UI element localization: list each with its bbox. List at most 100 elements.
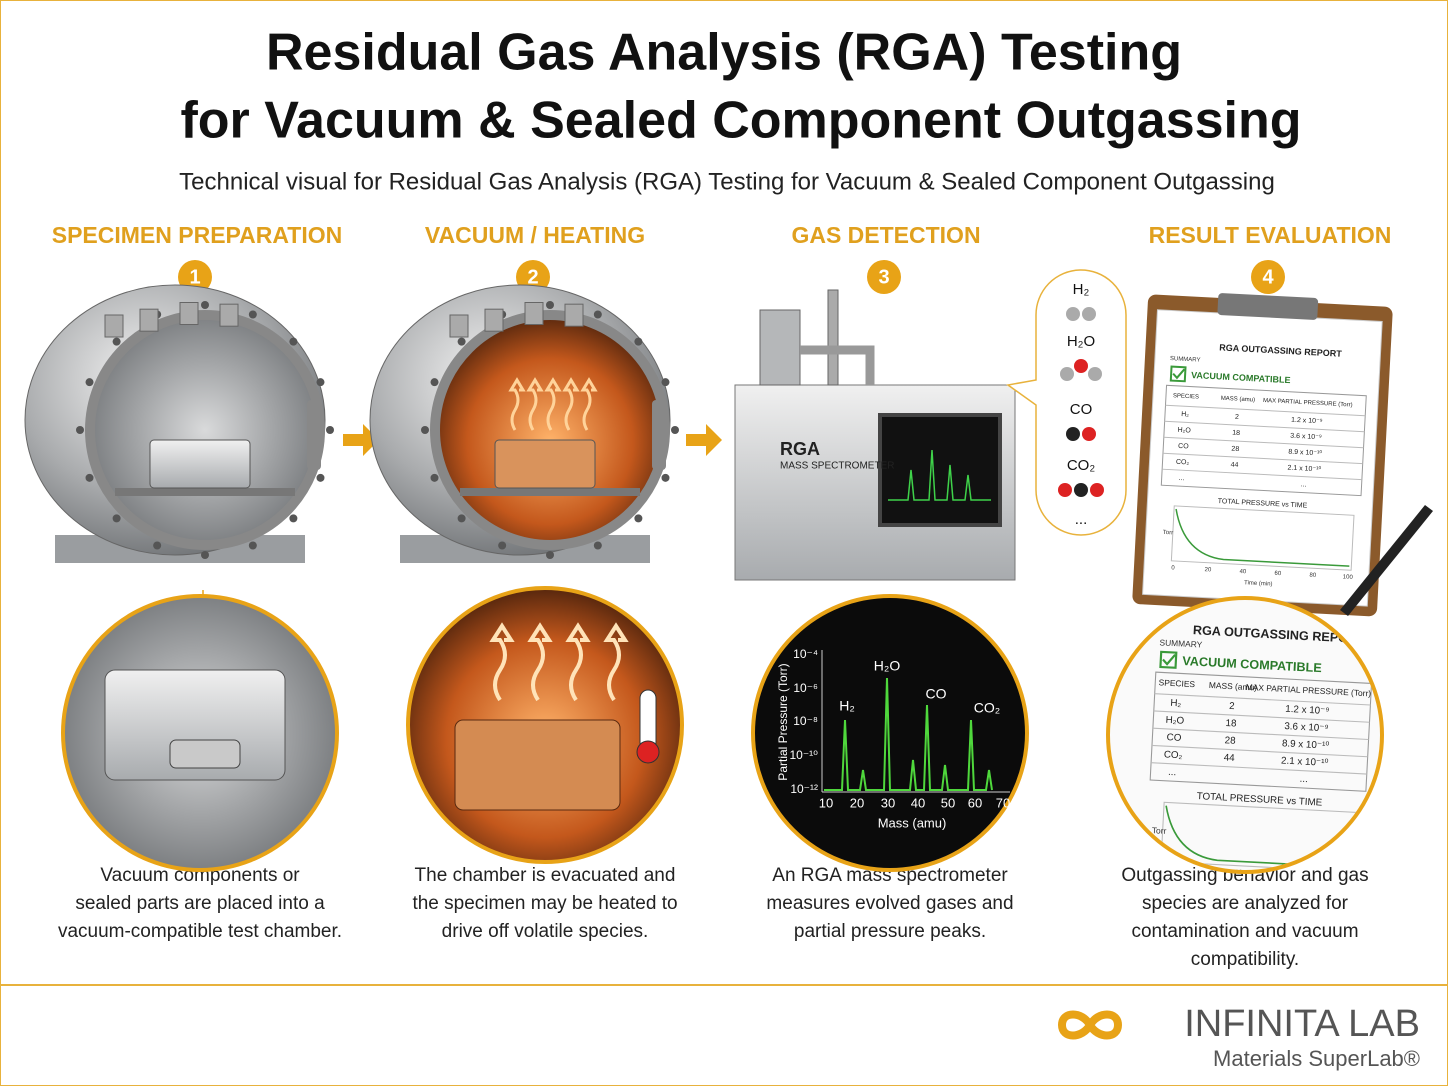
spectrum-x-tick: 40 [911,795,925,810]
bolt [546,551,554,559]
report-cell: H₂O [1165,715,1184,727]
table-rule [1152,727,1369,741]
report-cell: H₂ [1170,698,1182,710]
step-description: partial pressure peaks. [794,921,986,942]
atom [1058,483,1072,497]
spectrum-y-tick: 10⁻⁴ [793,647,818,661]
bolt [248,310,257,319]
specimen [494,439,596,489]
molecule-label: CO₂ [1067,457,1096,474]
port [179,302,199,325]
port [139,308,159,332]
report-cell: 1.2 x 10⁻⁹ [1285,704,1330,717]
vacuum-chamber [369,284,679,563]
port [484,308,504,332]
port [524,302,544,325]
report-cell: ... [1299,774,1308,785]
molecule-label: ... [1075,511,1088,528]
step-number: 2 [527,266,538,288]
step-number: 4 [1262,266,1274,288]
bolt [85,473,94,482]
report-cell: 1.2 x 10⁻⁹ [1291,417,1323,426]
plot-x-label: Time (min) [1244,580,1273,587]
report-cell: H₂O [1177,427,1191,435]
atom [1090,483,1104,497]
plot-x-tick: 0 [1171,565,1175,571]
heat-wave [580,377,598,431]
step-description: compatibility. [1191,949,1299,970]
step-title: GAS DETECTION [791,222,980,248]
report-table [1149,671,1373,792]
spectrum-x-tick: 10 [819,795,833,810]
bolt [498,541,507,550]
tagline: Materials SuperLab® [1213,1046,1420,1071]
bolt [661,378,670,387]
step-title: RESULT EVALUATION [1149,222,1392,248]
check [1172,368,1186,380]
bolt [457,337,466,346]
bolt [326,426,334,434]
title: for Vacuum & Sealed Component Outgassing [180,92,1301,150]
plot-x-tick: 80 [1309,573,1317,579]
flow-arrow [686,424,722,456]
clipboard-clip [1217,293,1319,320]
port [449,314,469,338]
molecule-label: H₂ [1073,281,1090,298]
report-cell: 18 [1232,430,1240,437]
report-cell: 3.6 x 10⁻⁹ [1290,433,1322,442]
bolt [634,514,643,523]
spectrum-y-tick: 10⁻¹² [790,782,818,796]
hinge [652,400,666,470]
bolt [289,514,298,523]
bolt [316,473,325,482]
heat-wave [508,377,526,431]
spectrum-x-tick: 60 [968,795,982,810]
table-rule [1165,404,1366,417]
table-rule [1162,452,1363,465]
report-cell: H₂ [1181,411,1189,418]
bolt [546,301,554,309]
logo: INFINITA LAB Materials SuperLab® [1057,1003,1420,1071]
report-cell: ... [1168,767,1177,778]
plot-x-tick: 20 [1204,567,1212,573]
bolt [634,337,643,346]
step-description: drive off volatile species. [442,921,649,942]
heat-wave [527,622,553,702]
report-column: MAX PARTIAL PRESSURE (Torr) [1263,398,1353,409]
bolt [316,378,325,387]
peak-label: H₂ [839,698,855,714]
vacuum-chamber [24,284,334,563]
check-box [1169,365,1187,383]
peak-label: H₂O [874,658,901,674]
report-column: MASS (amu) [1209,680,1258,693]
heat-wave [565,622,591,702]
plot-y-label: Torr [1163,530,1174,537]
pen [1340,505,1433,616]
report-summary: SUMMARY [1159,637,1203,649]
rga-instrument: RGA MASS SPECTROMETER [734,289,1016,581]
bolt [593,310,602,319]
instrument-label: MASS SPECTROMETER [780,461,894,472]
atom [1066,307,1080,321]
shelf [460,488,640,496]
check [1162,654,1176,666]
report-cell: CO [1166,732,1182,744]
report-cell: CO₂ [1164,749,1183,761]
step-badge [1251,260,1285,294]
bolt [593,541,602,550]
spectrum-y-label: Partial Pressure (Torr) [776,663,790,780]
atom [1060,367,1074,381]
heat-wave [603,622,629,702]
hinge [307,400,321,470]
thermometer-bulb [636,740,660,764]
bolt [671,426,679,434]
bolt [430,473,439,482]
bolt [457,514,466,523]
plot-x-tick: 60 [1274,571,1282,577]
zoom-connector [169,739,241,769]
instrument-screen [878,413,1002,527]
report-cell: CO [1178,443,1189,451]
plot-x-tick: 40 [1233,867,1243,877]
spectrum-x-label: Mass (amu) [878,815,947,830]
